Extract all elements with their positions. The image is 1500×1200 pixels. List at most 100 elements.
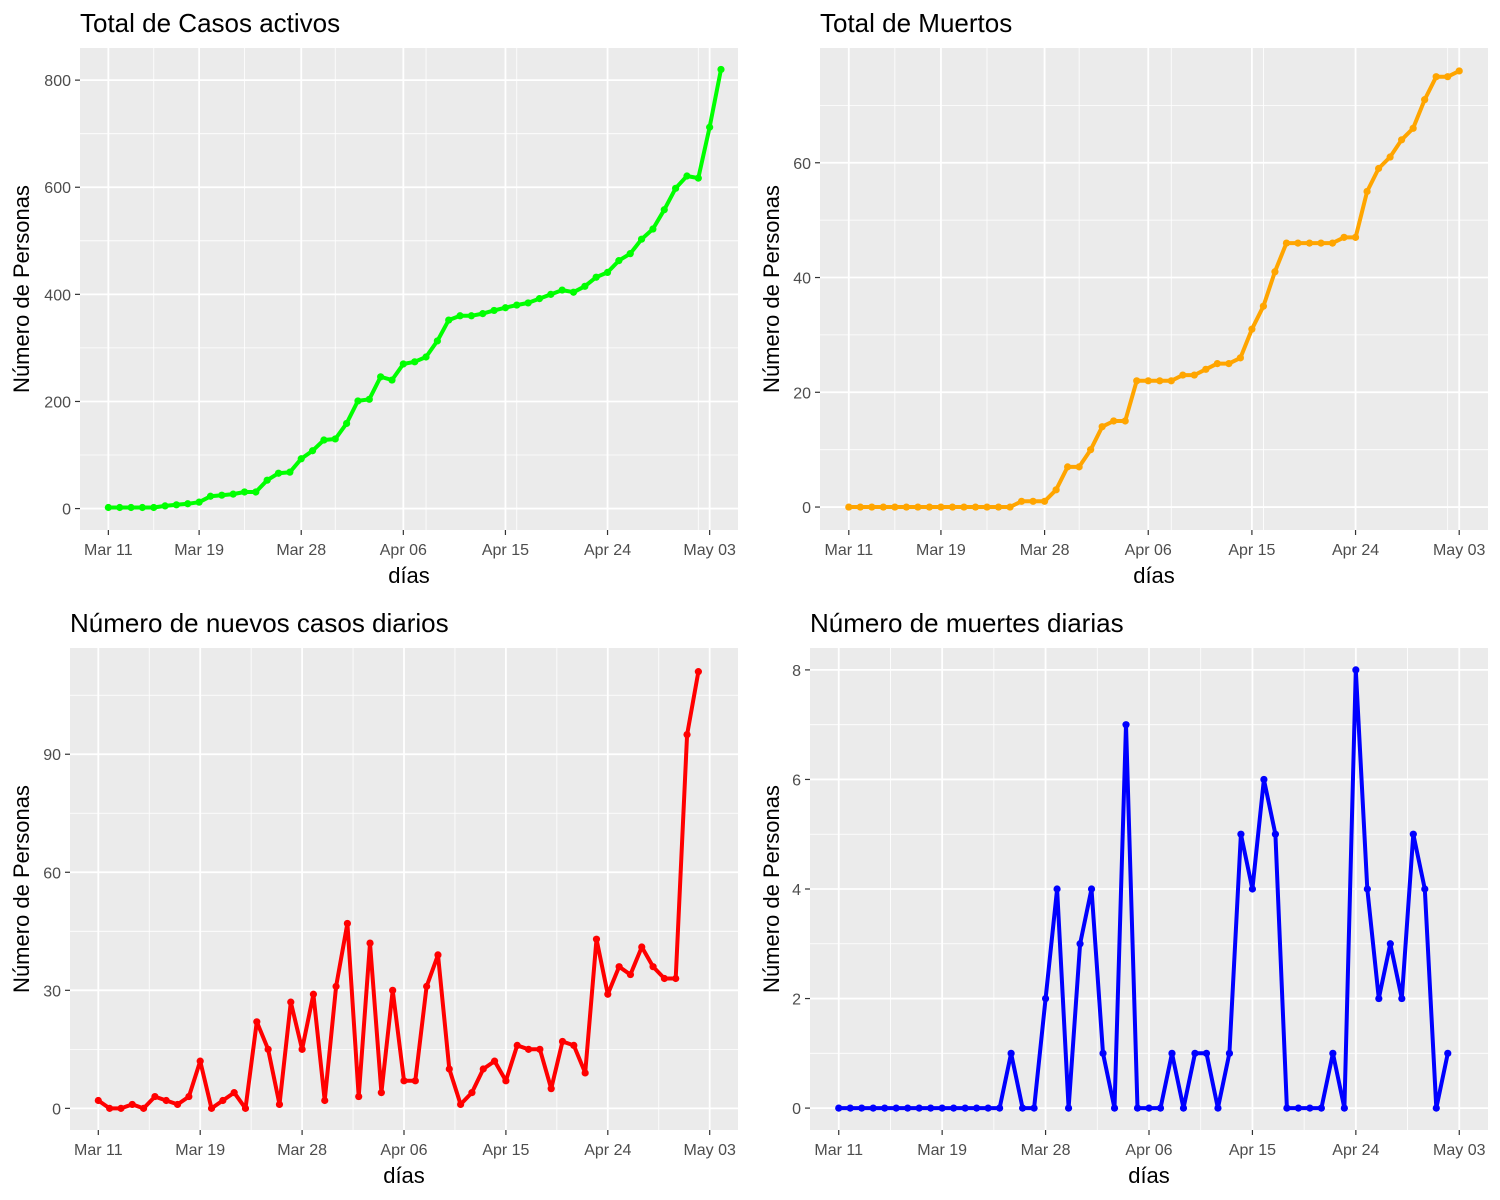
data-point (1398, 136, 1406, 144)
data-point (1259, 302, 1268, 310)
y-axis-title: Número de Personas (759, 185, 784, 393)
x-tick-label: Mar 28 (277, 1142, 327, 1159)
data-point (1386, 940, 1394, 948)
data-point (1098, 423, 1106, 431)
data-point (150, 503, 158, 512)
plot-total-deaths: 0 20 40 60 Mar 11 Mar 19 Mar 28 Apr 06 Apr 15 Apr… (793, 48, 1488, 559)
y-axis-title: Número de Personas (9, 185, 34, 393)
data-point (615, 963, 623, 971)
data-point (868, 503, 876, 511)
data-point (1213, 359, 1221, 368)
x-tick-label: Apr 06 (380, 1142, 427, 1159)
data-point (230, 1089, 238, 1097)
x-tick-label: Mar 19 (917, 1142, 967, 1159)
data-point (524, 1045, 533, 1053)
data-point (604, 990, 612, 998)
data-point (1306, 1104, 1314, 1112)
data-point (1110, 417, 1118, 425)
data-point (1018, 1104, 1027, 1112)
data-point (513, 1041, 521, 1050)
data-point (117, 1104, 125, 1112)
data-point (1236, 354, 1244, 362)
data-point (558, 1037, 567, 1046)
x-tick-label: Apr 15 (1228, 542, 1275, 559)
data-point (1340, 1104, 1348, 1112)
data-point (128, 1100, 136, 1109)
y-tick-label: 6 (792, 772, 801, 789)
data-point (937, 503, 945, 511)
y-tick-label: 400 (44, 287, 71, 304)
data-point (1029, 497, 1037, 505)
data-point (983, 503, 991, 511)
data-point (891, 503, 899, 511)
data-point (1144, 377, 1152, 385)
data-point (1317, 239, 1325, 247)
x-tick-label: Mar 28 (1020, 542, 1070, 559)
data-point (1041, 994, 1050, 1003)
data-point (915, 1104, 923, 1112)
y-tick-label: 200 (44, 394, 71, 411)
y-tick-label: 60 (43, 865, 61, 882)
data-point (456, 312, 464, 320)
y-tick-label: 2 (792, 992, 801, 1009)
data-point (660, 974, 669, 983)
data-point (229, 490, 237, 498)
data-point (649, 963, 657, 971)
data-point (892, 1104, 900, 1112)
data-point (1167, 377, 1175, 385)
data-point (365, 395, 373, 403)
chart-title: Número de muertes diarias (810, 608, 1124, 638)
data-point (501, 304, 510, 312)
data-point (172, 501, 181, 509)
data-point (196, 1057, 204, 1065)
data-point (1328, 239, 1337, 247)
data-point (603, 268, 612, 276)
data-point (938, 1104, 946, 1112)
data-point (173, 1100, 182, 1109)
data-point (400, 1077, 408, 1085)
data-point (1237, 830, 1245, 838)
data-point (914, 503, 922, 511)
data-point (960, 503, 968, 511)
data-point (581, 282, 589, 290)
data-point (881, 1104, 889, 1112)
data-point (207, 1104, 216, 1112)
data-point (856, 503, 864, 511)
x-tick-label: Mar 11 (84, 542, 133, 559)
x-tick-label: Mar 28 (1021, 1142, 1071, 1159)
data-point (1202, 365, 1210, 373)
data-point (321, 1096, 329, 1105)
data-point (366, 939, 374, 947)
data-point (1156, 377, 1164, 385)
x-axis-title: días (1133, 563, 1175, 588)
data-point (411, 1077, 419, 1085)
chart-title: Total de Muertos (820, 8, 1013, 38)
data-point (672, 974, 680, 983)
data-point (263, 476, 271, 484)
data-point (1202, 1049, 1211, 1057)
data-point (377, 1089, 385, 1097)
data-point (1409, 124, 1417, 132)
data-point (433, 337, 441, 345)
x-tick-label: Apr 15 (1229, 1142, 1276, 1159)
data-point (1052, 486, 1060, 494)
chart-panel-daily-new-cases: Número de nuevos casos diarios 0 30 60 90 Ma… (0, 600, 750, 1200)
data-point (297, 455, 305, 463)
data-point (1444, 1049, 1452, 1057)
chart-title: Total de Casos activos (80, 8, 341, 38)
data-point (1352, 666, 1360, 674)
data-point (138, 503, 146, 512)
x-tick-label: Apr 15 (482, 1142, 529, 1159)
data-point (1374, 164, 1383, 173)
data-point (1214, 1104, 1222, 1112)
data-point (1409, 830, 1417, 838)
y-tick-label: 0 (802, 500, 811, 517)
data-point (592, 935, 601, 943)
data-point (253, 1018, 261, 1026)
data-point (1064, 463, 1072, 471)
data-point (445, 316, 453, 324)
x-tick-label: Apr 24 (1332, 542, 1379, 559)
plot-active-cases: 0 200 400 600 800 Mar 11 Mar 19 Mar 28 Apr 06 Apr… (44, 48, 738, 559)
data-point (626, 970, 635, 979)
data-point (973, 1104, 981, 1112)
